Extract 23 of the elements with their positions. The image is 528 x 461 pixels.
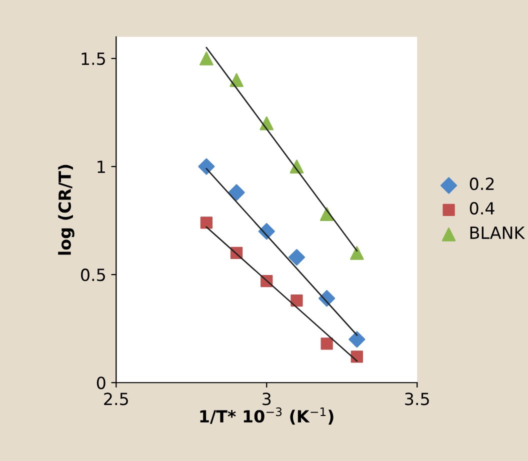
point — [200, 52, 214, 66]
y-tick-label: 1 — [98, 160, 105, 173]
x-tick-label: 2.5 — [104, 392, 128, 406]
point — [348, 331, 366, 348]
point — [350, 350, 363, 363]
point — [290, 294, 303, 307]
x-axis-title: 1/T* 10$^{−3}$ (K$^{−1}$) — [200, 407, 334, 425]
x-tick-label: 3 — [262, 392, 271, 406]
point — [198, 158, 215, 175]
point — [228, 184, 245, 201]
x-tick-label: 3.5 — [405, 392, 429, 406]
point — [288, 248, 306, 266]
y-axis-title: log (CR/T) — [58, 164, 74, 255]
legend-label: 0.2 — [470, 178, 494, 190]
y-tick-label: 1.5 — [82, 52, 105, 66]
point — [200, 216, 213, 229]
point — [350, 246, 364, 260]
y-tick-label: 0.5 — [81, 268, 105, 282]
legend-label: 0.4 — [470, 202, 494, 215]
y-tick-label: 0 — [96, 376, 106, 390]
point — [230, 73, 244, 88]
legend-label: BLANK — [470, 226, 526, 239]
point — [320, 338, 333, 350]
